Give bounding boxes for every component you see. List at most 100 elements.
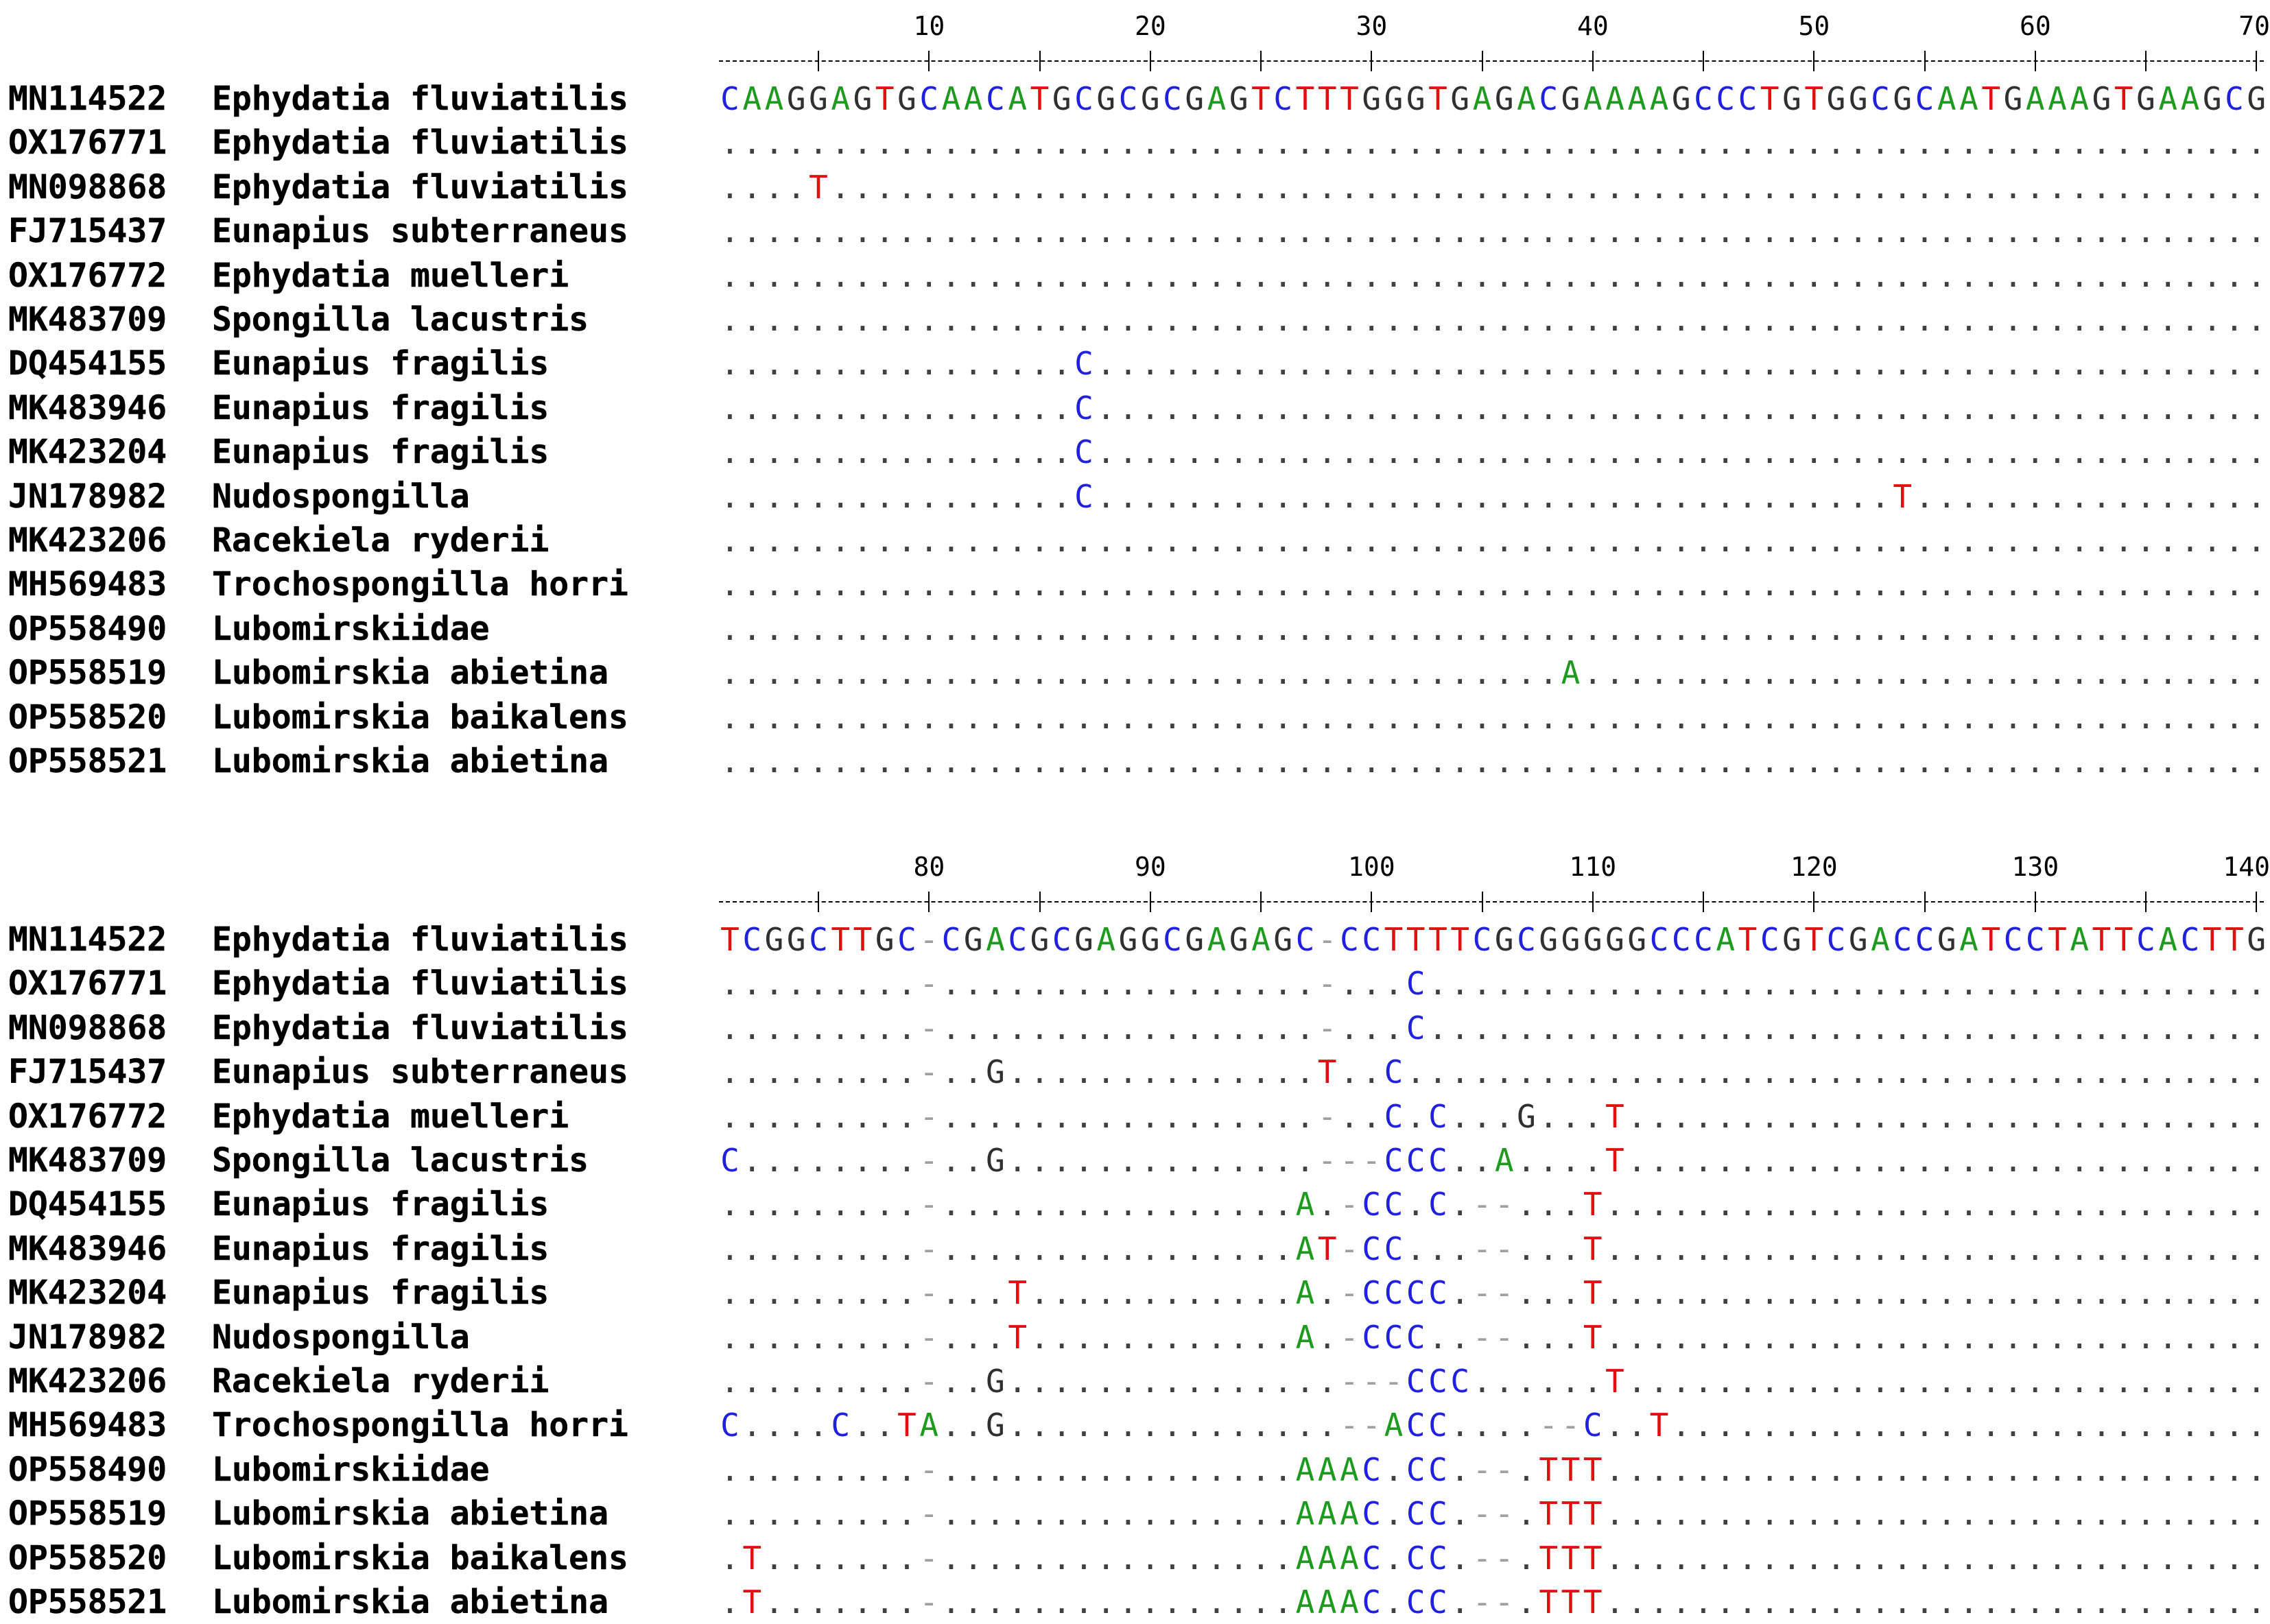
match-dot: . (2135, 1536, 2157, 1580)
match-dot: . (896, 475, 918, 518)
match-dot: . (1316, 562, 1338, 606)
match-dot: . (2179, 1182, 2201, 1226)
match-dot: . (1891, 1315, 1913, 1359)
match-dot: . (1228, 1271, 1250, 1315)
match-dot: . (1161, 518, 1183, 562)
match-dot: . (1118, 165, 1139, 209)
match-dot: . (829, 209, 851, 253)
match-dot: . (2245, 518, 2267, 562)
match-dot: . (2157, 651, 2179, 695)
match-dot: . (1759, 651, 1781, 695)
match-dot: . (1847, 562, 1869, 606)
accession-id: MH569483 (8, 1403, 167, 1447)
match-dot: . (2113, 386, 2135, 430)
match-dot: . (2179, 1050, 2201, 1094)
match-dot: . (1891, 165, 1913, 209)
match-dot: . (2157, 1315, 2179, 1359)
match-dot: . (2135, 1271, 2157, 1315)
accession-id: MK423206 (8, 518, 167, 562)
match-dot: . (1118, 651, 1139, 695)
sequence: .........-.................-...C........… (719, 1006, 2270, 1050)
match-dot: . (1781, 1182, 1803, 1226)
match-dot: . (1073, 298, 1095, 342)
match-dot: . (1118, 518, 1139, 562)
match-dot: . (1560, 209, 1582, 253)
match-dot: . (2245, 1138, 2267, 1182)
match-dot: . (1360, 121, 1382, 165)
match-dot: . (2201, 1050, 2223, 1094)
match-dot: . (2201, 1006, 2223, 1050)
match-dot: . (1626, 1315, 1648, 1359)
match-dot: . (1869, 695, 1891, 739)
base-A: A (2068, 77, 2090, 121)
match-dot: . (2046, 562, 2068, 606)
match-dot: . (1051, 651, 1073, 695)
base-C: C (2002, 918, 2024, 962)
match-dot: . (1936, 1492, 1958, 1536)
match-dot: . (1338, 386, 1360, 430)
match-dot: . (1051, 1359, 1073, 1403)
base-A: A (1294, 1492, 1316, 1536)
match-dot: . (1781, 1227, 1803, 1271)
match-dot: . (1360, 254, 1382, 298)
match-dot: . (1338, 695, 1360, 739)
match-dot: . (1006, 165, 1028, 209)
match-dot: . (984, 475, 1006, 518)
match-dot: . (1316, 739, 1338, 783)
match-dot: . (2135, 1359, 2157, 1403)
match-dot: . (2179, 1492, 2201, 1536)
base-C: C (1360, 1536, 1382, 1580)
accession-id: MH569483 (8, 562, 167, 606)
base-A: A (1294, 1182, 1316, 1226)
match-dot: . (2245, 1448, 2267, 1492)
match-dot: . (1095, 475, 1117, 518)
base-C: C (719, 1138, 741, 1182)
match-dot: . (962, 1227, 984, 1271)
match-dot: . (2002, 607, 2024, 651)
base-C: C (1891, 918, 1913, 962)
match-dot: . (1604, 1227, 1626, 1271)
match-dot: . (1670, 1050, 1692, 1094)
match-dot: . (941, 651, 962, 695)
match-dot: . (1449, 1403, 1471, 1447)
match-dot: . (764, 1050, 785, 1094)
ruler-number: 60 (1994, 11, 2077, 41)
match-dot: . (2113, 1095, 2135, 1138)
match-dot: . (1405, 1227, 1427, 1271)
match-dot: . (1294, 1138, 1316, 1182)
match-dot: . (874, 1403, 896, 1447)
gap-char: - (918, 1315, 940, 1359)
match-dot: . (1272, 607, 1294, 651)
match-dot: . (1759, 254, 1781, 298)
match-dot: . (896, 518, 918, 562)
base-C: C (1427, 1536, 1449, 1580)
match-dot: . (1714, 342, 1736, 385)
sequence: ................C.......................… (719, 475, 2270, 518)
match-dot: . (829, 1359, 851, 1403)
gap-char: - (1537, 1403, 1559, 1447)
base-T: T (1029, 77, 1051, 121)
taxon-name: Ephydatia fluviatilis (212, 77, 628, 121)
match-dot: . (2179, 651, 2201, 695)
base-C: C (1294, 918, 1316, 962)
match-dot: . (719, 518, 741, 562)
match-dot: . (1139, 298, 1161, 342)
match-dot: . (1626, 1227, 1648, 1271)
match-dot: . (764, 121, 785, 165)
match-dot: . (1228, 254, 1250, 298)
match-dot: . (2179, 209, 2201, 253)
match-dot: . (1626, 165, 1648, 209)
match-dot: . (1051, 1492, 1073, 1536)
base-T: T (741, 1580, 763, 1624)
match-dot: . (1582, 607, 1604, 651)
ruler-tick (1592, 892, 1594, 912)
match-dot: . (1803, 962, 1825, 1005)
match-dot: . (1626, 962, 1648, 1005)
match-dot: . (2245, 1403, 2267, 1447)
match-dot: . (941, 298, 962, 342)
match-dot: . (1582, 651, 1604, 695)
match-dot: . (785, 386, 807, 430)
match-dot: . (874, 298, 896, 342)
